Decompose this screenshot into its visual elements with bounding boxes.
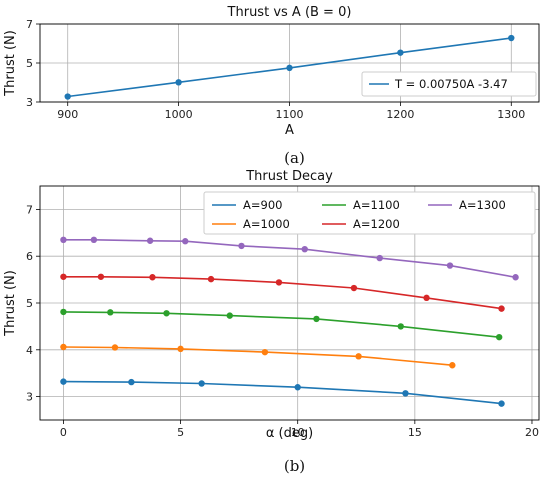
data-point <box>402 390 409 397</box>
data-point <box>498 305 505 312</box>
data-point <box>261 348 269 356</box>
figure-caption: (b) <box>284 457 305 475</box>
legend-box <box>203 191 536 235</box>
axes-frame <box>39 185 540 421</box>
data-point <box>397 49 404 56</box>
data-point <box>182 238 189 245</box>
data-point <box>294 384 301 391</box>
data-point <box>498 400 505 407</box>
data-point <box>146 237 154 244</box>
x-tick-label: 15 <box>408 426 422 439</box>
x-tick-label: 5 <box>177 426 184 439</box>
y-tick-label: 3 <box>26 96 33 109</box>
data-point <box>207 275 215 283</box>
data-point <box>60 308 67 316</box>
data-point <box>97 273 105 280</box>
data-point <box>495 333 503 341</box>
data-point <box>226 312 233 319</box>
data-point <box>508 34 515 42</box>
data-point <box>60 378 67 385</box>
series-4 <box>60 236 519 281</box>
data-point <box>128 378 135 386</box>
y-tick-label: 6 <box>26 250 33 263</box>
y-tick-label: 5 <box>26 57 33 70</box>
data-point <box>177 345 184 353</box>
series-1 <box>60 343 456 369</box>
x-tick-label: 1200 <box>386 108 414 121</box>
y-tick-label: 3 <box>26 391 33 404</box>
y-tick-label: 5 <box>26 297 33 310</box>
data-point <box>111 344 119 351</box>
data-point <box>175 79 182 86</box>
legend-label: A=1100 <box>353 198 400 212</box>
data-point <box>376 254 383 262</box>
legend-label: T = 0.00750A -3.47 <box>394 77 508 91</box>
data-point <box>163 310 170 317</box>
x-tick-label: 10 <box>291 426 305 439</box>
data-point <box>275 279 283 286</box>
y-axis-label: Thrust (N) <box>3 30 18 97</box>
chart-title: Thrust vs A (B = 0) <box>227 5 352 20</box>
y-tick-label: 7 <box>26 203 33 216</box>
data-point <box>313 315 320 323</box>
x-tick-label: 900 <box>57 108 78 121</box>
x-tick-label: 20 <box>525 426 539 439</box>
legend: A=900 A=1000 A=1100 A=1200 A=1300 <box>203 191 536 235</box>
series-0 <box>60 378 505 407</box>
series-line <box>63 380 502 405</box>
x-axis-label: A <box>285 123 294 138</box>
chart-title: Thrust Decay <box>245 169 333 184</box>
y-tick-label: 4 <box>26 344 33 357</box>
data-point <box>423 294 430 302</box>
data-point <box>60 343 67 351</box>
series-line <box>63 275 502 310</box>
data-point <box>397 323 404 330</box>
data-point <box>286 64 293 72</box>
data-point <box>60 273 67 280</box>
figure-caption: (a) <box>284 149 305 167</box>
series-line <box>63 346 453 366</box>
y-axis-label: Thrust (N) <box>3 270 18 337</box>
x-tick-label: 1000 <box>165 108 193 121</box>
chart-b: 0 5 10 15 20 3 4 5 6 7 Thrust Decay α (deg) Thrust (… <box>3 169 540 475</box>
legend-label: A=1000 <box>243 217 290 231</box>
data-point <box>355 353 362 360</box>
data-point <box>149 274 156 281</box>
chart-a: 900 1000 1100 1200 1300 3 5 7 Thrust vs A (B = 0… <box>3 5 540 167</box>
data-point <box>107 309 114 316</box>
x-tick-label: 1100 <box>276 108 304 121</box>
y-tick-label: 7 <box>26 18 33 31</box>
data-point <box>446 262 454 269</box>
data-point <box>301 245 308 253</box>
axes-frame <box>39 23 540 103</box>
data-point <box>198 380 205 387</box>
legend-box <box>361 71 537 97</box>
data-point <box>350 284 358 292</box>
series-0 <box>64 34 515 100</box>
data-point <box>60 236 67 244</box>
series-3 <box>60 273 505 312</box>
x-axis-label: α (deg) <box>266 426 313 441</box>
legend-label: A=1300 <box>459 198 506 212</box>
x-tick-label: 0 <box>60 426 67 439</box>
data-point <box>512 274 519 281</box>
x-tick-label: 1300 <box>497 108 525 121</box>
data-point <box>449 362 456 369</box>
data-point <box>90 236 98 244</box>
legend: T = 0.00750A -3.47 <box>361 71 537 97</box>
data-point <box>238 242 245 250</box>
data-point <box>64 93 71 100</box>
series-2 <box>60 308 503 341</box>
legend-label: A=900 <box>243 198 282 212</box>
legend-label: A=1200 <box>353 217 400 231</box>
